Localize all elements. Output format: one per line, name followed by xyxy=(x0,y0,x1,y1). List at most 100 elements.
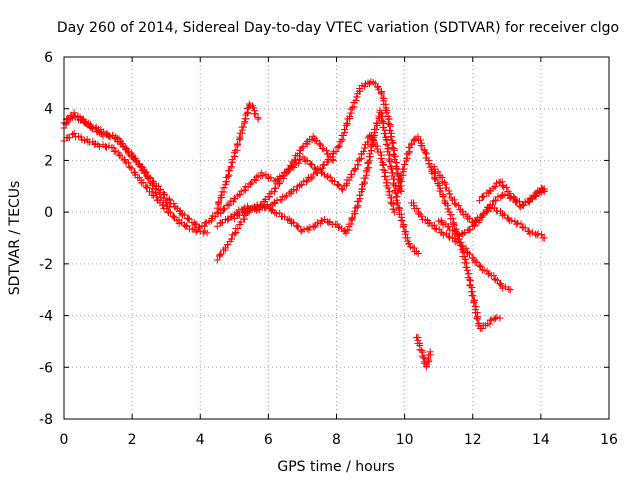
data-point xyxy=(385,157,393,165)
data-point xyxy=(323,173,331,181)
data-point xyxy=(494,193,502,201)
data-point xyxy=(432,176,440,184)
data-point xyxy=(400,161,408,169)
data-point xyxy=(193,226,201,234)
data-point xyxy=(453,237,461,245)
data-point xyxy=(220,184,228,192)
data-point xyxy=(166,203,174,211)
data-point xyxy=(292,186,300,194)
data-point xyxy=(326,173,334,181)
data-point xyxy=(228,235,236,243)
data-point xyxy=(240,187,248,195)
data-point xyxy=(439,231,447,239)
data-point xyxy=(470,299,478,307)
data-point xyxy=(534,230,542,238)
data-point xyxy=(351,165,359,173)
data-point xyxy=(342,229,350,237)
y-tick-label: 0 xyxy=(44,205,53,221)
data-point xyxy=(487,205,495,213)
data-point xyxy=(332,147,340,155)
data-point xyxy=(405,239,413,247)
data-point xyxy=(315,140,323,148)
data-point xyxy=(236,191,244,199)
data-point xyxy=(300,177,308,185)
data-point xyxy=(477,262,485,270)
data-point xyxy=(126,163,134,171)
data-point xyxy=(418,142,426,150)
data-point xyxy=(177,210,185,218)
data-point xyxy=(328,155,336,163)
y-tick-label: 2 xyxy=(44,153,53,169)
data-point xyxy=(132,157,140,165)
data-point xyxy=(373,145,381,153)
data-point xyxy=(410,202,418,210)
data-point xyxy=(482,208,490,216)
data-point xyxy=(341,126,349,134)
data-point xyxy=(398,216,406,224)
x-tick-label: 2 xyxy=(128,432,137,448)
data-point xyxy=(478,325,486,333)
data-point xyxy=(480,192,488,200)
y-tick-label: -8 xyxy=(39,412,53,428)
data-point xyxy=(393,159,401,167)
data-point xyxy=(300,225,308,233)
data-point xyxy=(484,270,492,278)
data-point xyxy=(502,183,510,191)
data-point xyxy=(70,129,78,137)
data-point xyxy=(370,138,378,146)
x-tick-label: 10 xyxy=(396,432,414,448)
data-point xyxy=(86,120,94,128)
data-point xyxy=(290,156,298,164)
x-axis-label: GPS time / hours xyxy=(277,459,394,475)
data-point xyxy=(273,210,281,218)
data-point xyxy=(506,190,514,198)
data-point xyxy=(70,109,78,117)
y-tick-label: 4 xyxy=(44,102,53,118)
data-point xyxy=(319,161,327,169)
data-point xyxy=(252,110,260,118)
data-point xyxy=(348,215,356,223)
data-point xyxy=(282,192,290,200)
data-point xyxy=(297,226,305,234)
data-point xyxy=(192,228,200,236)
data-point xyxy=(281,213,289,221)
y-axis-label: SDTVAR / TECUs xyxy=(7,181,23,296)
data-point xyxy=(403,154,411,162)
x-tick-label: 12 xyxy=(464,432,482,448)
data-point xyxy=(317,141,325,149)
data-point xyxy=(455,202,463,210)
data-point xyxy=(170,200,178,208)
data-point xyxy=(392,164,400,172)
data-point xyxy=(282,169,290,177)
data-point xyxy=(284,216,292,224)
data-point xyxy=(423,362,431,370)
data-point xyxy=(397,175,405,183)
x-tick-label: 8 xyxy=(332,432,341,448)
data-point xyxy=(399,223,407,231)
data-point xyxy=(250,104,258,112)
data-point xyxy=(393,170,401,178)
data-point xyxy=(416,136,424,144)
data-point xyxy=(317,169,325,177)
data-point xyxy=(182,222,190,230)
data-point xyxy=(356,191,364,199)
data-point xyxy=(501,211,509,219)
data-point xyxy=(235,211,243,219)
data-point xyxy=(439,193,447,201)
data-point xyxy=(236,133,244,141)
data-point xyxy=(389,139,397,147)
data-point xyxy=(390,208,398,216)
data-point xyxy=(390,181,398,189)
data-point xyxy=(469,292,477,300)
data-point xyxy=(342,181,350,189)
data-point xyxy=(298,144,306,152)
data-point xyxy=(218,219,226,227)
y-tick-label: -6 xyxy=(39,360,53,376)
data-point xyxy=(225,171,233,179)
data-point xyxy=(384,184,392,192)
data-point xyxy=(244,204,252,212)
data-point xyxy=(215,198,223,206)
data-point xyxy=(307,174,315,182)
data-point xyxy=(231,230,239,238)
data-point xyxy=(219,206,227,214)
